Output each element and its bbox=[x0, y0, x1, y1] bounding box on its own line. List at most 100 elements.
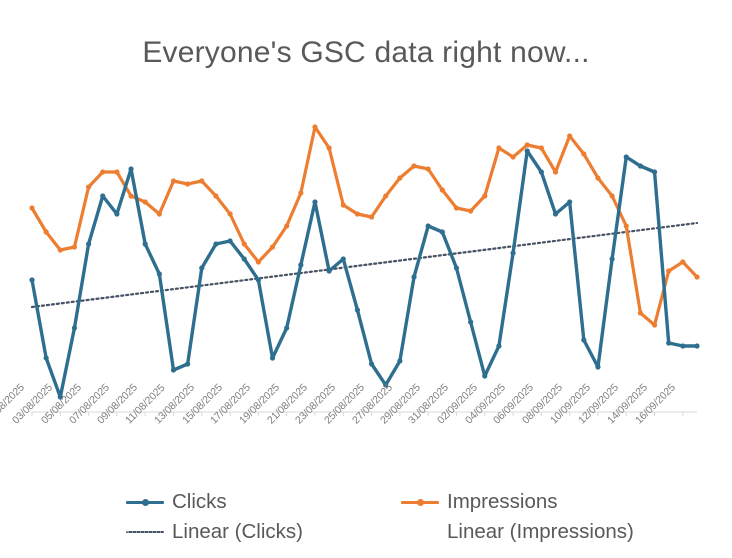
data-point bbox=[241, 256, 247, 262]
data-point bbox=[284, 223, 290, 229]
data-point bbox=[496, 145, 502, 151]
data-point bbox=[114, 169, 120, 175]
data-point bbox=[185, 361, 191, 367]
data-point bbox=[43, 229, 49, 235]
data-point bbox=[637, 310, 644, 316]
data-point bbox=[411, 163, 417, 169]
data-point bbox=[100, 169, 106, 175]
data-point bbox=[439, 229, 445, 235]
data-point bbox=[439, 187, 445, 193]
legend-label-linear-impressions: Linear (Impressions) bbox=[447, 519, 634, 543]
data-point bbox=[482, 373, 488, 379]
data-point bbox=[651, 169, 658, 175]
legend-row-primary: Clicks Impressions bbox=[0, 487, 732, 517]
data-point bbox=[468, 208, 474, 214]
data-point bbox=[482, 193, 488, 199]
data-point bbox=[552, 211, 559, 217]
chart-legend: Clicks Impressions Linear (Clicks) bbox=[0, 487, 732, 553]
data-point bbox=[595, 364, 601, 370]
legend-item-linear-clicks[interactable]: Linear (Clicks) bbox=[122, 517, 303, 547]
legend-item-clicks[interactable]: Clicks bbox=[122, 487, 227, 517]
data-point bbox=[383, 382, 389, 388]
data-point bbox=[199, 178, 205, 184]
legend-key-impressions-icon bbox=[397, 495, 443, 509]
series-points-clicks bbox=[29, 148, 700, 400]
data-point bbox=[227, 238, 233, 244]
data-point bbox=[43, 355, 49, 361]
data-point bbox=[425, 223, 431, 229]
data-point bbox=[114, 211, 120, 217]
data-point bbox=[680, 259, 686, 265]
data-point bbox=[368, 361, 375, 367]
data-point bbox=[269, 244, 276, 250]
data-point bbox=[354, 211, 361, 217]
data-point bbox=[156, 271, 162, 277]
data-point bbox=[397, 175, 403, 181]
data-point bbox=[312, 199, 318, 205]
legend-key-linear-impressions-icon bbox=[397, 525, 443, 539]
data-point bbox=[170, 178, 177, 184]
data-point bbox=[128, 166, 134, 172]
legend-item-impressions[interactable]: Impressions bbox=[397, 487, 558, 517]
data-point bbox=[255, 259, 261, 265]
legend-key-clicks-icon bbox=[122, 495, 168, 509]
data-point bbox=[567, 199, 573, 205]
x-axis-labels: 01/08/2025 03/08/2025 05/08/2025 07/08/2025… bbox=[0, 382, 732, 484]
data-point bbox=[666, 268, 672, 274]
data-point bbox=[609, 193, 615, 199]
data-point bbox=[241, 241, 247, 247]
data-point bbox=[326, 145, 332, 151]
data-point bbox=[326, 268, 332, 274]
series-points-impressions bbox=[29, 124, 700, 328]
data-point bbox=[453, 265, 460, 271]
data-point bbox=[340, 202, 346, 208]
data-point bbox=[468, 319, 474, 325]
data-point bbox=[368, 214, 375, 220]
data-point bbox=[581, 337, 587, 343]
legend-label-linear-clicks: Linear (Clicks) bbox=[172, 519, 303, 543]
data-point bbox=[651, 322, 658, 328]
data-point bbox=[354, 307, 361, 313]
page-title: Everyone's GSC data right now... bbox=[142, 36, 590, 69]
data-point bbox=[623, 223, 629, 229]
data-point bbox=[581, 151, 587, 157]
legend-row-trendlines: Linear (Clicks) Linear (Impressions) bbox=[0, 517, 732, 547]
axis-group bbox=[31, 411, 697, 416]
data-point bbox=[255, 277, 261, 283]
legend-item-linear-impressions[interactable]: Linear (Impressions) bbox=[397, 517, 634, 547]
data-point bbox=[213, 193, 219, 199]
data-point bbox=[552, 169, 559, 175]
data-point bbox=[29, 205, 35, 211]
data-point bbox=[510, 250, 516, 256]
data-point bbox=[312, 124, 318, 130]
data-point bbox=[623, 154, 629, 160]
data-point bbox=[694, 274, 700, 280]
data-point bbox=[340, 256, 346, 262]
series-line-clicks bbox=[30, 149, 699, 399]
data-point bbox=[694, 343, 700, 349]
legend-label-clicks: Clicks bbox=[172, 489, 227, 513]
data-point bbox=[524, 142, 530, 148]
data-point bbox=[411, 274, 417, 280]
data-point bbox=[680, 343, 686, 349]
data-point bbox=[383, 193, 389, 199]
data-point bbox=[666, 340, 672, 346]
data-point bbox=[510, 154, 516, 160]
data-point bbox=[29, 277, 35, 283]
data-point bbox=[298, 190, 304, 196]
data-point bbox=[71, 325, 78, 331]
series-group bbox=[29, 124, 700, 400]
data-point bbox=[397, 358, 403, 364]
data-point bbox=[609, 256, 615, 262]
data-point bbox=[453, 205, 460, 211]
data-point bbox=[142, 199, 148, 205]
data-point bbox=[269, 355, 276, 361]
legend-key-linear-clicks-icon bbox=[122, 525, 168, 539]
data-point bbox=[57, 394, 63, 400]
data-point bbox=[170, 367, 177, 373]
data-point bbox=[298, 262, 304, 268]
data-point bbox=[85, 241, 92, 247]
data-point bbox=[227, 211, 233, 217]
